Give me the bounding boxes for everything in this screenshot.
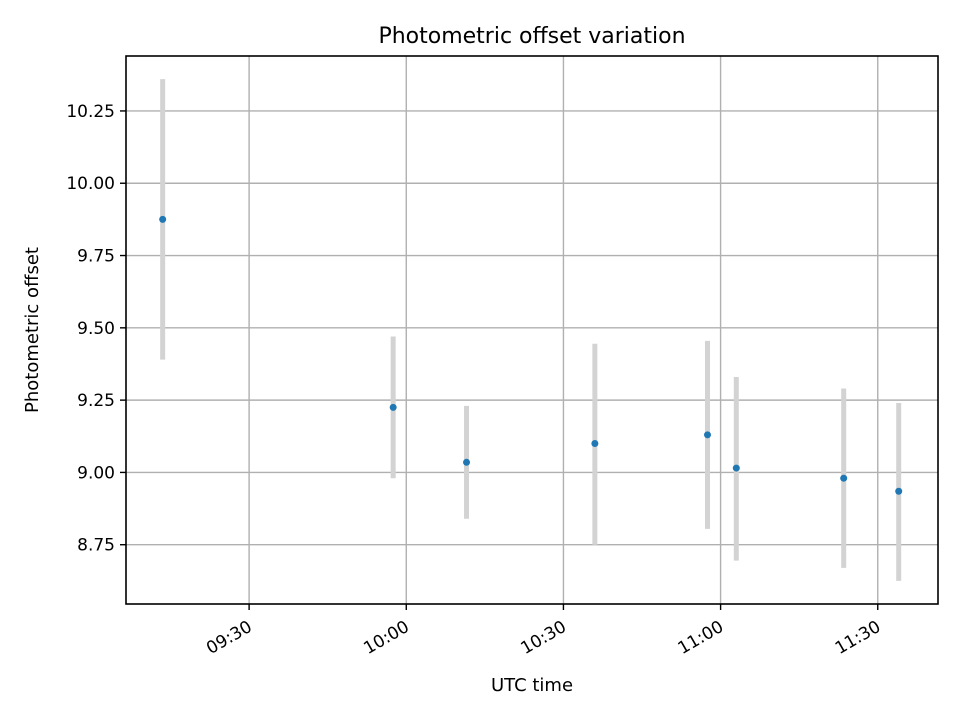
y-tick-label: 8.75	[77, 536, 115, 556]
data-point	[840, 474, 848, 482]
plot-frame	[125, 55, 939, 605]
data-point	[159, 215, 167, 223]
data-point	[703, 431, 711, 439]
y-axis-label: Photometric offset	[22, 247, 43, 413]
data-point	[895, 487, 903, 495]
y-tick-label: 10.00	[66, 174, 115, 194]
x-axis-label: UTC time	[491, 675, 573, 696]
data-point	[591, 440, 599, 448]
y-tick-label: 9.75	[77, 247, 115, 267]
y-tick-label: 9.50	[77, 319, 115, 339]
y-tick-label: 9.00	[77, 463, 115, 483]
data-point	[732, 464, 740, 472]
grid	[126, 56, 938, 604]
chart-title: Photometric offset variation	[378, 24, 685, 49]
data-point	[389, 403, 397, 411]
y-tick-label: 10.25	[66, 102, 115, 122]
y-tick-label: 9.25	[77, 391, 115, 411]
data-point	[463, 458, 471, 466]
data-points	[159, 215, 903, 495]
